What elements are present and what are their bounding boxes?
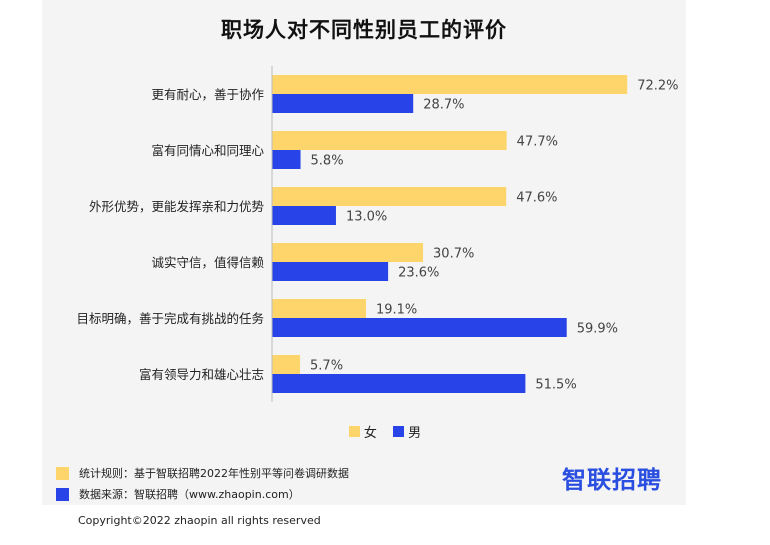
stats-rule-text: 统计规则：基于智联招聘2022年性别平等问卷调研数据 [79, 467, 349, 480]
legend-label-female: 女 [363, 426, 377, 441]
bar-female [272, 243, 424, 262]
bar-female [272, 299, 366, 318]
bar-male [272, 206, 336, 225]
chart-legend: 女 男 [0, 422, 770, 441]
bar-female [272, 355, 301, 374]
data-label: 5.8% [311, 154, 344, 169]
bar-female [272, 75, 628, 94]
legend-item-male: 男 [393, 422, 421, 441]
data-label: 47.6% [516, 191, 557, 206]
category-label: 外形优势，更能发挥亲和力优势 [89, 199, 265, 214]
bar-male [272, 94, 414, 113]
zhaopin-logo: 智联招聘 [562, 466, 662, 494]
legend-label-male: 男 [408, 426, 422, 441]
category-label: 诚实守信，值得信赖 [151, 255, 264, 270]
legend-swatch-female [348, 426, 360, 437]
data-label: 30.7% [433, 247, 474, 262]
data-source-swatch [56, 487, 69, 501]
category-label: 更有耐心，善于协作 [151, 87, 264, 102]
stats-rule-swatch [56, 466, 69, 480]
data-label: 5.7% [310, 359, 343, 374]
data-label: 59.9% [577, 322, 618, 337]
data-label: 72.2% [637, 79, 678, 94]
category-label: 富有同情心和同理心 [151, 143, 264, 158]
category-label: 富有领导力和雄心壮志 [139, 367, 264, 382]
data-label: 23.6% [398, 266, 439, 281]
bar-female [272, 187, 507, 206]
bar-chart: 更有耐心，善于协作 72.2% 28.7% 富有同情心和同理心 47.7% 5.8% 外形优… [76, 66, 679, 402]
legend-swatch-male [393, 426, 405, 437]
copyright-text: Copyright©2022 zhaopin all rights reserv… [78, 514, 321, 527]
data-label: 28.7% [423, 98, 464, 113]
bar-male [272, 150, 301, 169]
data-label: 19.1% [376, 303, 417, 318]
category-label: 目标明确，善于完成有挑战的任务 [76, 311, 264, 326]
chart-title: 职场人对不同性别员工的评价 [221, 18, 507, 42]
data-source-text: 数据来源：智联招聘（www.zhaopin.com） [79, 488, 300, 501]
bar-male [272, 262, 389, 281]
footer-stats-rule: 统计规则：基于智联招聘2022年性别平等问卷调研数据 [56, 465, 356, 481]
footer-data-source: 数据来源：智联招聘（www.zhaopin.com） [56, 486, 356, 502]
data-label: 13.0% [346, 210, 387, 225]
data-label: 51.5% [535, 378, 576, 393]
legend-item-female: 女 [348, 422, 377, 441]
bar-female [272, 131, 507, 150]
bar-male [272, 318, 567, 337]
bar-male [272, 374, 526, 393]
data-label: 47.7% [517, 135, 558, 150]
